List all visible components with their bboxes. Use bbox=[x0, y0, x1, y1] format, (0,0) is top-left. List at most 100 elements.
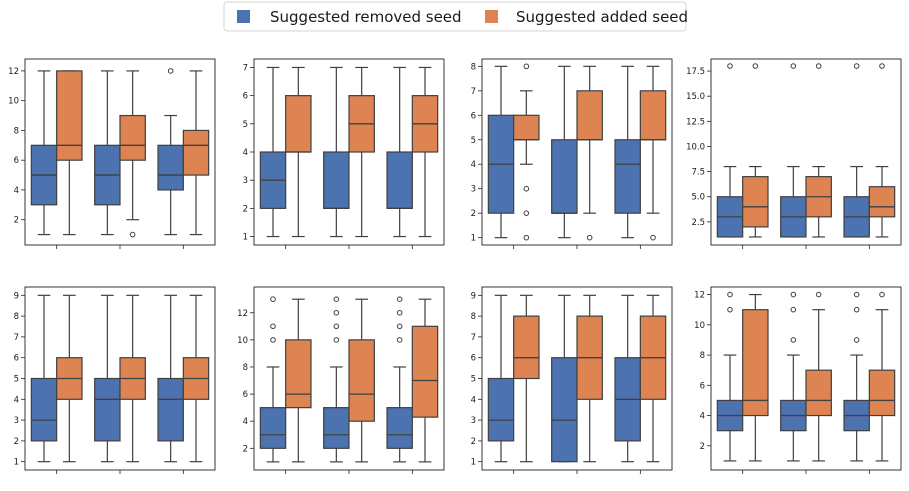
chart-texas84-ytick-label: 1 bbox=[471, 458, 476, 468]
chart-usair-ytick-label: 12 bbox=[8, 67, 19, 77]
chart-rutgers89-graphopt-removed-outlier bbox=[853, 291, 860, 298]
chart-polblogs-graphopt-added-box bbox=[639, 90, 667, 141]
chart-netscience-ytick-label: 6 bbox=[243, 92, 248, 102]
chart-texas84-panel: 1 2 3 4 5 6 7 8 9 bbox=[471, 286, 673, 474]
legend-added-swatch bbox=[485, 10, 498, 23]
chart-msu24-ytick-label: 4 bbox=[243, 417, 248, 427]
legend-removed-label: Suggested removed seed bbox=[270, 8, 462, 26]
chart-netscience-kk-added-box bbox=[285, 95, 312, 153]
chart-facebook-kk-removed-outlier bbox=[727, 63, 733, 69]
chart-facebook-ytick-label: 2.5 bbox=[691, 218, 705, 228]
chart-usair-ytick-label: 8 bbox=[14, 126, 19, 136]
chart-facebook-ytick-label: 7.5 bbox=[691, 168, 705, 178]
chart-rutgers89-ytick-label: 10 bbox=[694, 321, 705, 331]
chart-usair-frame bbox=[24, 58, 216, 246]
chart-rutgers89-frame bbox=[710, 286, 902, 471]
chart-msu24-ytick-label: 8 bbox=[243, 363, 248, 373]
chart-msu24-graphopt-removed-outlier bbox=[396, 337, 403, 343]
chart-wikivote-ytick-label: 5 bbox=[14, 375, 19, 385]
chart-facebook-frame bbox=[710, 58, 902, 246]
chart-texas84-ytick-label: 7 bbox=[471, 333, 476, 343]
chart-msu24-fr-removed-outlier bbox=[333, 309, 340, 316]
chart-polblogs-kk-added-outlier bbox=[523, 63, 530, 70]
chart-texas84-fr-removed-box bbox=[551, 357, 578, 463]
chart-rutgers89-ytick-label: 2 bbox=[700, 442, 705, 452]
chart-usair-ytick-label: 6 bbox=[14, 156, 19, 166]
chart-texas84-kk-removed-box bbox=[487, 377, 515, 442]
chart-polblogs-ytick-label: 6 bbox=[471, 111, 476, 121]
chart-facebook-kk-added-outlier bbox=[752, 63, 759, 69]
chart-wikivote-ytick-label: 7 bbox=[14, 333, 19, 343]
chart-msu24-graphopt-removed-outlier bbox=[396, 309, 403, 316]
chart-facebook-ytick-label: 12.5 bbox=[686, 117, 705, 127]
legend-removed-swatch bbox=[237, 10, 250, 23]
chart-texas84-ytick-label: 9 bbox=[471, 291, 476, 301]
chart-polblogs-kk-added-outlier bbox=[523, 234, 530, 241]
chart-wikivote-ytick-label: 6 bbox=[14, 354, 19, 364]
chart-rutgers89-fr-removed-outlier bbox=[790, 291, 797, 298]
chart-facebook-ytick-label: 15.0 bbox=[686, 92, 705, 102]
chart-netscience-ytick-label: 2 bbox=[243, 204, 248, 214]
chart-usair-graphopt-removed-box bbox=[157, 144, 184, 191]
chart-rutgers89-kk-removed-outlier bbox=[727, 306, 733, 313]
chart-facebook-kk-added-box bbox=[742, 176, 769, 228]
chart-rutgers89-fr-removed-outlier bbox=[790, 306, 797, 313]
legend: Suggested removed seed Suggested added s… bbox=[223, 1, 688, 32]
chart-polblogs-ytick-label: 4 bbox=[471, 160, 476, 170]
chart-wikivote-ytick-label: 8 bbox=[14, 312, 19, 322]
chart-rutgers89-fr-added-box bbox=[805, 369, 832, 417]
chart-polblogs-frame bbox=[481, 58, 673, 246]
chart-polblogs-ytick-label: 3 bbox=[471, 185, 476, 195]
chart-msu24-kk-removed-outlier bbox=[270, 337, 276, 343]
chart-rutgers89-ytick-label: 4 bbox=[700, 412, 705, 422]
chart-polblogs-ytick-label: 5 bbox=[471, 136, 476, 146]
chart-polblogs-kk-added-box bbox=[513, 114, 540, 141]
chart-polblogs-ytick-label: 8 bbox=[471, 62, 476, 72]
chart-msu24-ytick-label: 12 bbox=[237, 309, 248, 319]
chart-rutgers89-ytick-label: 8 bbox=[700, 351, 705, 361]
chart-facebook-ytick-label: 10.0 bbox=[686, 142, 705, 152]
chart-texas84-ytick-label: 3 bbox=[471, 416, 476, 426]
chart-texas84-frame bbox=[481, 286, 673, 471]
chart-msu24-ytick-label: 2 bbox=[243, 444, 248, 454]
chart-polblogs-ytick-label: 7 bbox=[471, 87, 476, 97]
chart-msu24-panel: 2 4 6 8 10 12 bbox=[237, 286, 445, 474]
chart-texas84-ytick-label: 8 bbox=[471, 312, 476, 322]
chart-polblogs-kk-added-outlier bbox=[523, 210, 530, 216]
chart-polblogs-ytick-label: 2 bbox=[471, 209, 476, 219]
chart-wikivote-ytick-label: 1 bbox=[14, 458, 19, 468]
chart-wikivote-ytick-label: 2 bbox=[14, 437, 19, 447]
chart-rutgers89-ytick-label: 6 bbox=[700, 381, 705, 391]
chart-netscience-fr-removed-box bbox=[323, 151, 350, 209]
chart-usair-graphopt-removed-outlier bbox=[167, 68, 174, 74]
chart-facebook-graphopt-added-outlier bbox=[879, 63, 885, 69]
chart-msu24-fr-removed-outlier bbox=[333, 323, 340, 330]
chart-rutgers89-graphopt-added-box bbox=[868, 369, 896, 417]
chart-rutgers89-graphopt-removed-outlier bbox=[853, 306, 860, 313]
chart-usair-kk-added-box bbox=[56, 70, 83, 161]
chart-polblogs-fr-added-outlier bbox=[586, 234, 593, 241]
chart-wikivote-graphopt-removed-box bbox=[157, 377, 184, 442]
chart-rutgers89-fr-removed-outlier bbox=[790, 337, 797, 343]
chart-polblogs-ytick-label: 1 bbox=[471, 234, 476, 244]
chart-msu24-kk-added-box bbox=[285, 339, 312, 409]
chart-rutgers89-graphopt-removed-outlier bbox=[853, 337, 860, 343]
chart-facebook-ytick-label: 5.0 bbox=[691, 193, 705, 203]
chart-msu24-graphopt-added-box bbox=[411, 325, 439, 418]
chart-netscience-ytick-label: 7 bbox=[243, 63, 248, 73]
chart-wikivote-kk-removed-box bbox=[30, 377, 58, 442]
chart-facebook-graphopt-removed-outlier bbox=[853, 63, 860, 69]
legend-frame bbox=[223, 1, 687, 32]
chart-texas84-ytick-label: 4 bbox=[471, 395, 476, 405]
chart-msu24-ytick-label: 10 bbox=[237, 336, 248, 346]
chart-netscience-graphopt-removed-box bbox=[386, 151, 413, 209]
chart-wikivote-ytick-label: 9 bbox=[14, 291, 19, 301]
chart-wikivote-ytick-label: 3 bbox=[14, 416, 19, 426]
chart-usair-ytick-label: 2 bbox=[14, 216, 19, 226]
chart-usair-ytick-label: 10 bbox=[8, 97, 19, 107]
chart-rutgers89-ytick-label: 12 bbox=[694, 291, 705, 301]
chart-polblogs-kk-added-outlier bbox=[523, 185, 530, 192]
chart-msu24-kk-removed-outlier bbox=[270, 296, 276, 303]
chart-netscience-ytick-label: 1 bbox=[243, 233, 248, 243]
